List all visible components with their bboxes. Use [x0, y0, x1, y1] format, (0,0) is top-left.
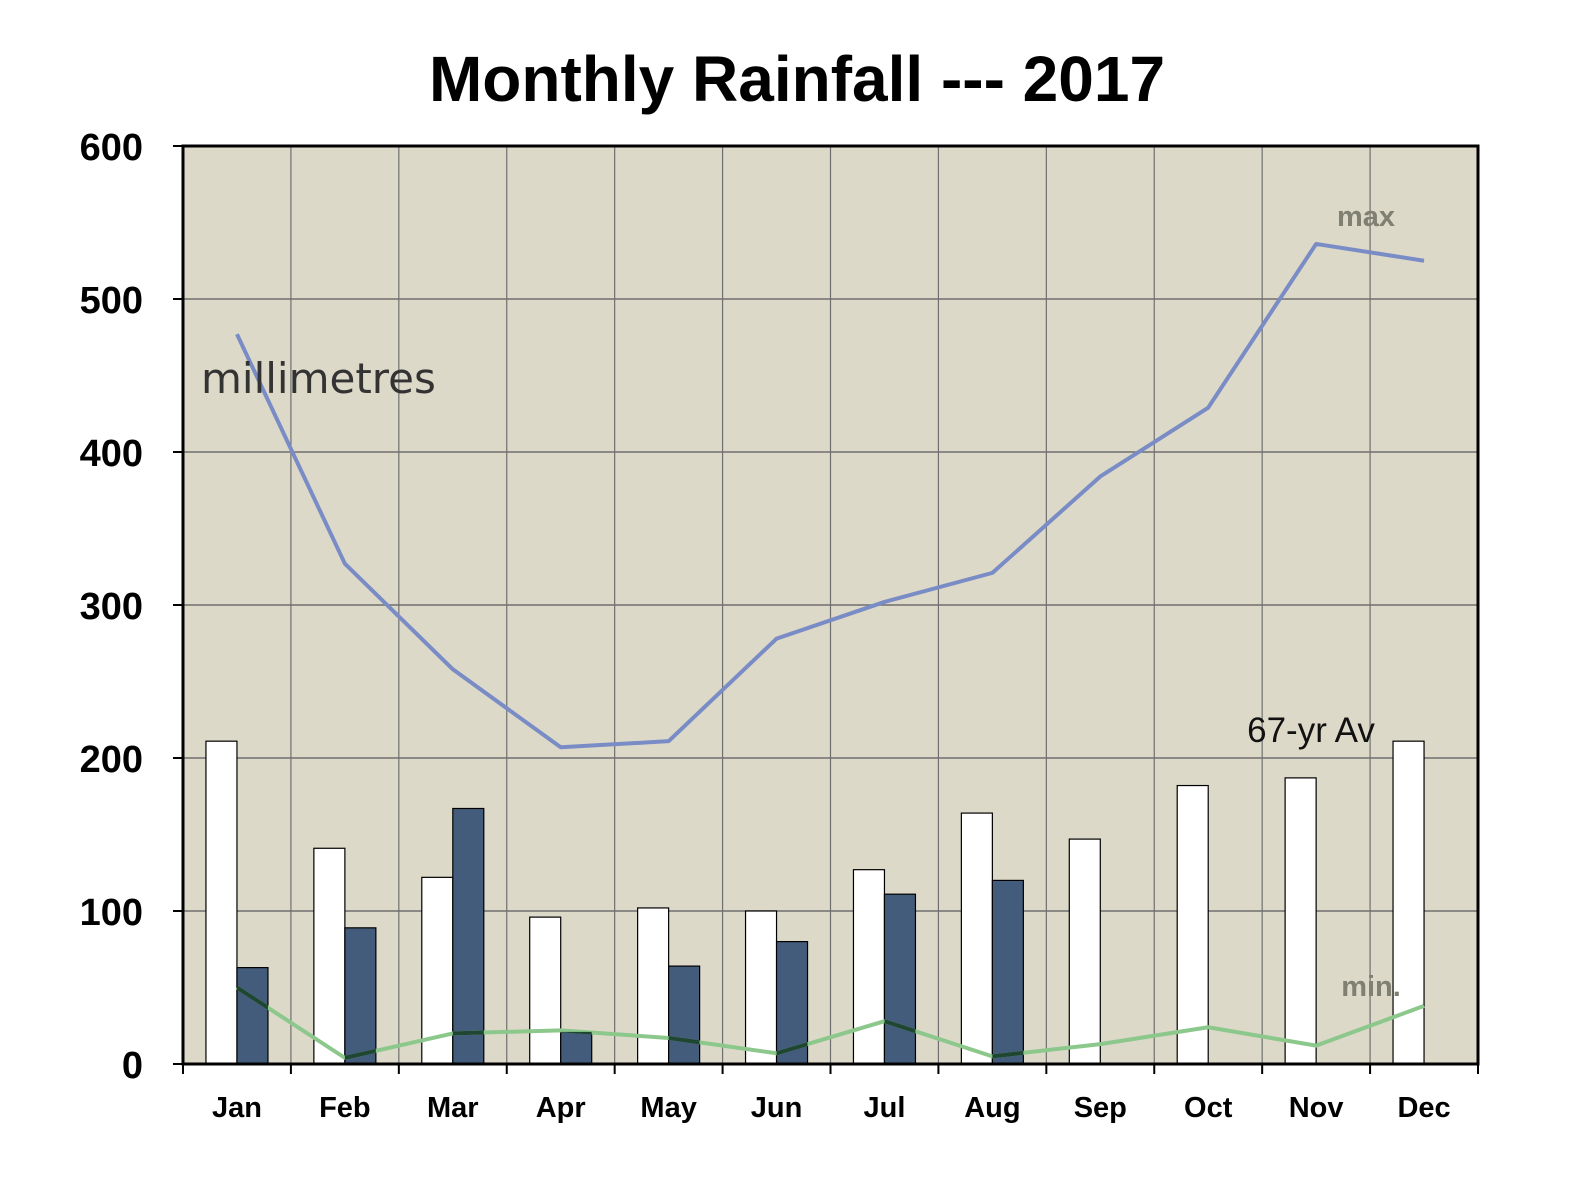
unit-label: millimetres — [201, 354, 436, 403]
x-axis-tick-labels: Jan Feb Mar Apr May Jun Jul Aug Sep Oct Nov Dec — [212, 1092, 1451, 1124]
bar-67yr-avg-dec — [1392, 740, 1425, 1065]
bar-67yr-avg-oct — [1176, 784, 1209, 1065]
x-tick-label-jul: Jul — [864, 1092, 906, 1124]
y-axis-tick-labels: 0 100 200 300 400 500 600 — [80, 127, 143, 1087]
average-bars — [205, 740, 1425, 1065]
bar-2017-apr — [560, 1031, 593, 1065]
y-tick-label: 500 — [80, 280, 143, 322]
average-annotation: 67-yr Av — [1247, 711, 1375, 750]
max-line — [235, 241, 1425, 750]
bar-67yr-avg-jul — [852, 869, 886, 1065]
y-tick-label: 300 — [80, 586, 143, 628]
bar-67yr-avg-sep — [1068, 838, 1101, 1065]
bar-2017-feb — [344, 927, 377, 1065]
min-annotation: min. — [1341, 971, 1401, 1003]
x-tick-label-jan: Jan — [212, 1092, 262, 1124]
x-tick-label-nov: Nov — [1289, 1092, 1344, 1124]
bar-2017-may — [668, 965, 701, 1065]
x-tick-label-dec: Dec — [1397, 1092, 1450, 1124]
grid-lines — [183, 145, 1478, 1065]
max-annotation: max — [1337, 201, 1395, 233]
bar-67yr-avg-nov — [1284, 777, 1317, 1065]
bar-2017-jul — [883, 893, 917, 1065]
bar-67yr-avg-aug — [960, 812, 993, 1065]
min-line — [235, 985, 1425, 1060]
x-tick-label-feb: Feb — [319, 1092, 371, 1124]
y-tick-label: 0 — [122, 1045, 143, 1087]
y-tick-label: 400 — [80, 433, 143, 475]
bar-2017-aug — [991, 879, 1024, 1065]
y-tick-label: 200 — [80, 739, 143, 781]
bar-67yr-avg-jan — [205, 740, 238, 1065]
y-tick-label: 600 — [80, 127, 143, 169]
x-tick-label-mar: Mar — [427, 1092, 479, 1124]
axes — [173, 145, 1479, 1074]
chart-title: Monthly Rainfall --- 2017 — [429, 43, 1165, 115]
bar-2017-mar — [452, 807, 485, 1065]
y-tick-label: 100 — [80, 892, 143, 934]
bar-2017-jan — [236, 967, 269, 1065]
x-tick-label-may: May — [640, 1092, 696, 1124]
x-tick-label-oct: Oct — [1184, 1092, 1233, 1124]
series-lines — [235, 241, 1425, 1060]
x-tick-label-jun: Jun — [751, 1092, 803, 1124]
bar-67yr-avg-apr — [529, 916, 562, 1065]
x-tick-label-apr: Apr — [536, 1092, 586, 1124]
bar-67yr-avg-may — [637, 907, 670, 1065]
bar-67yr-avg-jun — [744, 910, 778, 1065]
x-tick-label-aug: Aug — [964, 1092, 1020, 1124]
x-tick-label-sep: Sep — [1074, 1092, 1127, 1124]
bar-67yr-avg-feb — [313, 847, 346, 1065]
